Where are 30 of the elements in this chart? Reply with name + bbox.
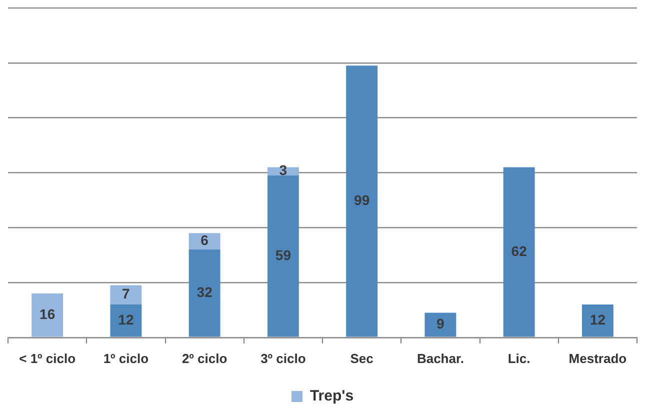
bar <box>424 312 456 337</box>
legend-label: Trep's <box>310 388 354 405</box>
x-tick-label: 2º ciclo <box>182 350 228 366</box>
data-label: 9 <box>436 316 445 332</box>
data-label: 32 <box>196 284 213 300</box>
data-label: 7 <box>122 286 130 302</box>
data-label: 12 <box>590 311 606 328</box>
x-tick-label: Mestrado <box>568 350 627 366</box>
x-tick-label: 3º ciclo <box>260 350 306 366</box>
bar <box>188 233 220 250</box>
x-tick-label: < 1º ciclo <box>19 350 76 366</box>
bar <box>188 250 220 337</box>
bar <box>110 285 142 304</box>
x-tick-label: Bachar. <box>416 350 464 366</box>
bar <box>503 167 535 337</box>
data-label: 62 <box>511 242 528 259</box>
bar <box>110 304 142 337</box>
data-label: 99 <box>354 192 370 208</box>
data-label: 12 <box>118 311 134 328</box>
x-tick-label: 1º ciclo <box>103 350 149 366</box>
data-label: 3 <box>279 162 288 178</box>
x-tick-label: Lic. <box>508 350 530 366</box>
x-tick-label: Sec <box>350 350 374 366</box>
data-label: 6 <box>200 232 209 248</box>
bar <box>267 175 299 337</box>
bar <box>32 293 64 337</box>
bar <box>346 66 378 337</box>
data-label: 16 <box>40 306 56 322</box>
data-label: 59 <box>275 246 292 263</box>
bar <box>582 304 614 337</box>
